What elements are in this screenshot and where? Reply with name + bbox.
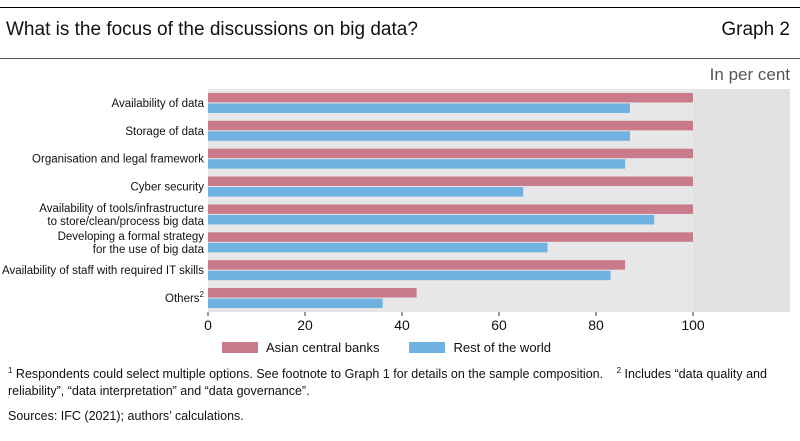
bar-asian-central-banks-2 <box>208 148 693 159</box>
footnotes: 1 Respondents could select multiple opti… <box>8 366 793 400</box>
bar-rest-of-world-2 <box>208 159 626 169</box>
bar-asian-central-banks-0 <box>208 92 693 103</box>
x-tick-label-80: 80 <box>588 317 604 333</box>
bar-asian-central-banks-1 <box>208 120 693 131</box>
bar-asian-central-banks-4 <box>208 204 693 214</box>
legend-swatch-asian-central-banks <box>222 342 258 353</box>
x-tick-label-0: 0 <box>204 317 212 333</box>
top-rule <box>0 7 800 8</box>
shaded-region <box>693 89 790 312</box>
x-tick-label-60: 60 <box>491 317 507 333</box>
bar-rest-of-world-7 <box>208 298 383 309</box>
bar-rest-of-world-4 <box>208 214 655 225</box>
legend-item-rest-of-world: Rest of the world <box>409 340 551 355</box>
bar-rest-of-world-3 <box>208 187 524 197</box>
category-label-2: Organisation and legal framework <box>32 154 204 166</box>
category-label-1: Storage of data <box>125 126 204 138</box>
bar-asian-central-banks-3 <box>208 176 693 187</box>
bar-rest-of-world-1 <box>208 131 630 141</box>
bar-asian-central-banks-6 <box>208 260 626 270</box>
units-label: In per cent <box>709 65 790 84</box>
bar-rest-of-world-6 <box>208 270 611 281</box>
bar-rest-of-world-5 <box>208 242 548 253</box>
legend-item-asian-central-banks: Asian central banks <box>222 340 379 355</box>
footnote-2: 2 Includes “data quality and reliability… <box>8 365 767 398</box>
chart-title: What is the focus of the discussions on … <box>6 19 418 40</box>
category-label-7: Others2 <box>165 290 205 305</box>
x-tick-label-40: 40 <box>394 317 410 333</box>
legend-label-asian-central-banks: Asian central banks <box>266 340 380 355</box>
graph-number: Graph 2 <box>721 19 790 40</box>
category-label-5: Developing a formal strategy for the use … <box>58 231 205 256</box>
bar-asian-central-banks-7 <box>208 288 417 298</box>
category-label-6: Availability of staff with required IT s… <box>2 265 204 277</box>
footnote-1-marker: 1 <box>8 365 13 375</box>
chart-legend: Asian central banks Rest of the world <box>222 340 551 355</box>
footnote-1: 1 Respondents could select multiple opti… <box>8 365 604 381</box>
bar-asian-central-banks-5 <box>208 232 693 242</box>
x-tick-label-20: 20 <box>297 317 313 333</box>
legend-swatch-rest-of-world <box>409 342 446 353</box>
sources-note: Sources: IFC (2021); authors’ calculatio… <box>8 409 244 423</box>
footnote-1-text: Respondents could select multiple option… <box>12 367 604 381</box>
category-label-4: Availability of tools/infrastructure to s… <box>39 203 204 228</box>
footnote-2-marker: 2 <box>616 365 622 375</box>
legend-label-rest-of-world: Rest of the world <box>453 340 551 355</box>
bar-chart: Availability of data Storage of data Organ… <box>2 89 790 333</box>
footnote-2-text: Includes “data quality and reliability”,… <box>8 367 767 398</box>
category-label-0: Availability of data <box>112 98 205 110</box>
header-rule <box>0 58 800 59</box>
x-tick-label-100: 100 <box>681 317 705 333</box>
bar-rest-of-world-0 <box>208 103 630 113</box>
category-label-3: Cyber security <box>131 182 205 194</box>
